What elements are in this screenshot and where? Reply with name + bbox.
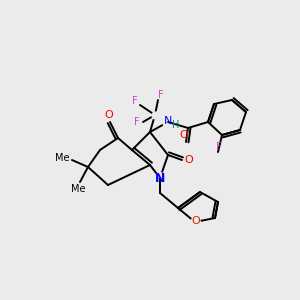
Text: F: F [134, 117, 140, 127]
Text: F: F [216, 142, 222, 152]
Text: H: H [172, 120, 180, 130]
Text: Me: Me [71, 184, 85, 194]
Text: F: F [158, 90, 164, 100]
Text: O: O [180, 130, 188, 140]
Text: O: O [184, 155, 194, 165]
Text: O: O [105, 110, 113, 120]
Text: Me: Me [55, 153, 69, 163]
Text: O: O [192, 216, 200, 226]
Text: F: F [132, 96, 138, 106]
Text: N: N [155, 172, 165, 184]
Text: N: N [164, 116, 172, 126]
